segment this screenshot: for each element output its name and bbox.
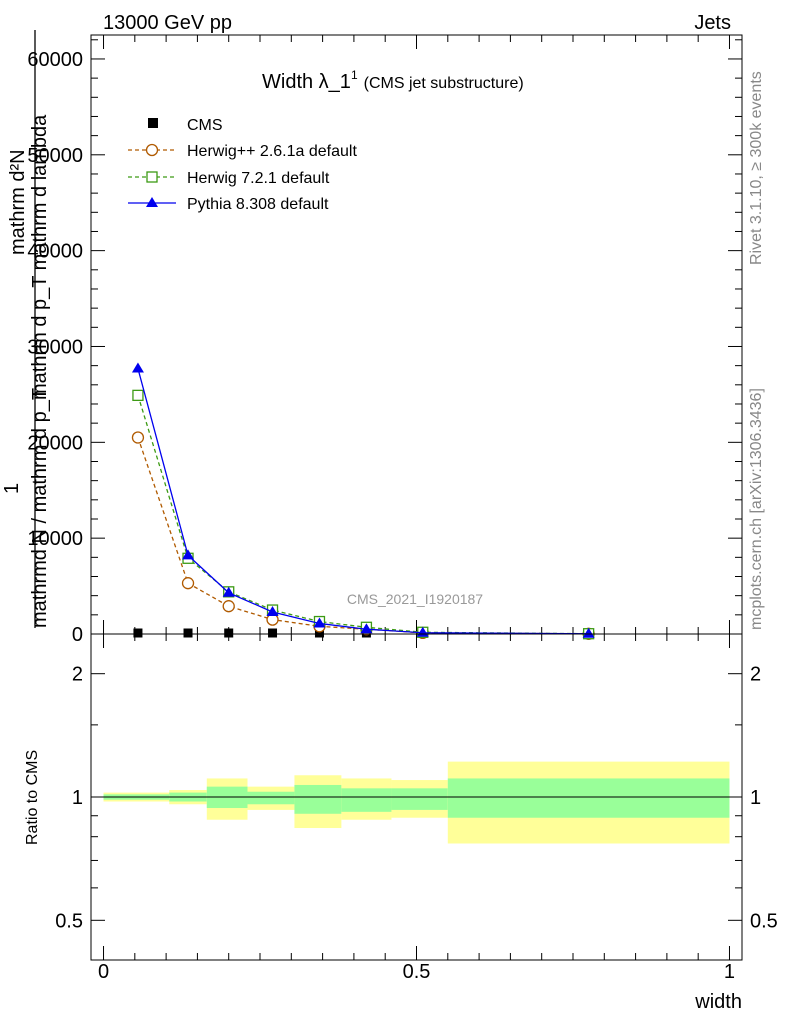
title-sub: (CMS jet substructure)	[364, 75, 524, 92]
ratio-bands	[103, 761, 730, 844]
data-point-herwigpp	[222, 600, 235, 613]
data-point-pythia	[182, 549, 195, 560]
watermark: CMS_2021_I1920187	[347, 591, 483, 607]
legend-pythia-label: Pythia 8.308 default	[187, 196, 329, 213]
data-point-herwigpp	[131, 431, 145, 444]
data-point-cms	[314, 628, 324, 638]
ratio-ytick-label: 1	[72, 787, 83, 809]
legend-cms-marker	[148, 118, 158, 128]
ratio-ytick-label: 0.5	[55, 910, 83, 932]
header-right: Jets	[694, 12, 731, 34]
ratio-band-inner	[294, 784, 342, 814]
data-point-pythia	[313, 617, 326, 628]
ratio-ytick-label: 2	[72, 664, 83, 686]
legend-herwig7-label: Herwig 7.2.1 default	[187, 170, 330, 187]
series-layer	[131, 362, 595, 640]
ratio-x-axis: 0 0.5 1	[98, 634, 735, 983]
legend-herwigpp-label: Herwig++ 2.6.1a default	[187, 143, 357, 160]
ratio-band-inner	[447, 778, 730, 818]
main-ytick-label: 30000	[27, 336, 83, 358]
ratio-band-inner	[341, 788, 392, 812]
ratio-panel: 0.5 0.51 12 2 0 0.5 1 Ratio to CMS width	[24, 633, 778, 1013]
data-point-pythia	[360, 623, 373, 634]
ratio-ylabel: Ratio to CMS	[24, 750, 41, 845]
legend-pythia-marker	[146, 197, 158, 207]
main-y-label: mathrm d²N 1 mathrm d p_T mathrm d lambd…	[1, 30, 51, 628]
title-sup: 1	[351, 68, 358, 82]
ratio-band-inner	[391, 788, 448, 810]
main-ytick-label: 20000	[27, 432, 83, 454]
ratio-xtick-label: 0.5	[403, 961, 431, 983]
ratio-ytick-label-right: 1	[750, 787, 761, 809]
ratio-ytick-label-right: 2	[750, 664, 761, 686]
ylabel-mid: mathrm d p_T mathrm d lambda	[29, 114, 51, 400]
legend-herwigpp-marker	[145, 143, 159, 157]
main-ytick-label: 10000	[27, 528, 83, 550]
ylabel-bottom-one: 1	[1, 483, 23, 494]
data-point-pythia	[131, 362, 144, 373]
data-point-pythia	[582, 627, 595, 638]
data-point-herwig7	[132, 389, 144, 402]
ratio-ytick-label-right: 0.5	[750, 910, 778, 932]
legend-herwig7-marker	[146, 171, 158, 183]
main-y-axis: 0 10000 20000 30000 40000 50000 60000	[27, 39, 742, 646]
data-point-herwigpp	[181, 577, 195, 590]
data-point-pythia	[222, 586, 235, 597]
series-line	[137, 395, 589, 635]
main-ytick-label: 50000	[27, 145, 83, 167]
chart-title: Width λ_11 (CMS jet substructure)	[262, 68, 524, 93]
ylabel-denominator: mathrmd N / mathrm d p_T	[29, 388, 51, 628]
mcplots-label: mcplots.cern.ch [arXiv:1306.3436]	[748, 388, 765, 630]
series-line	[137, 368, 589, 635]
title-main: Width λ_1	[262, 71, 351, 93]
header-left: 13000 GeV pp	[103, 12, 232, 34]
legend: CMS Herwig++ 2.6.1a default Herwig 7.2.1…	[128, 117, 357, 213]
data-point-cms	[268, 628, 278, 638]
data-point-cms	[183, 628, 193, 638]
ratio-band-inner	[247, 791, 295, 805]
data-point-cms	[133, 628, 143, 638]
main-ytick-label: 40000	[27, 241, 83, 263]
main-panel: 0 10000 20000 30000 40000 50000 60000 Width λ_…	[27, 34, 743, 646]
ratio-xlabel: width	[694, 991, 742, 1013]
ratio-xtick-label: 0	[98, 961, 109, 983]
ratio-xtick-label: 1	[724, 961, 735, 983]
ylabel-top: mathrm d²N	[7, 149, 29, 255]
data-point-cms	[224, 628, 234, 638]
ratio-y-axis: 0.5 0.5 1 1 2 2	[55, 633, 778, 932]
main-ytick-label: 60000	[27, 49, 83, 71]
legend-cms-label: CMS	[187, 117, 223, 134]
rivet-label: Rivet 3.1.10, ≥ 300k events	[748, 71, 765, 265]
data-point-pythia	[266, 605, 279, 616]
main-ytick-label: 0	[72, 624, 83, 646]
